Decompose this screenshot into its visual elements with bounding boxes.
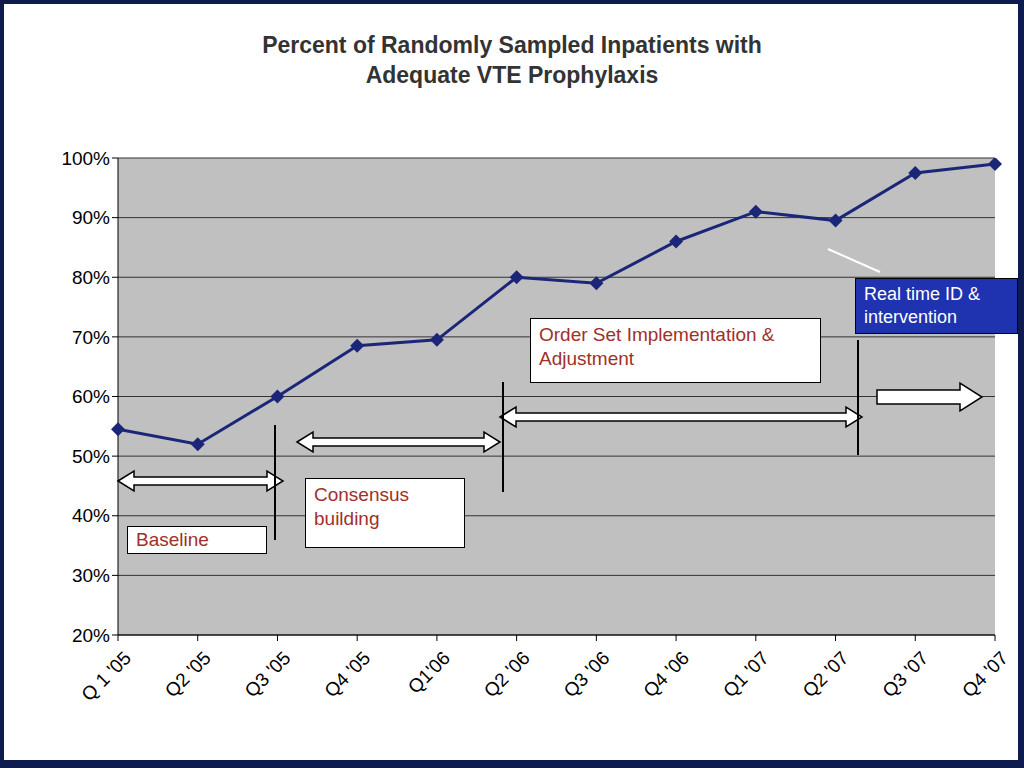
svg-text:40%: 40% [72, 505, 110, 526]
svg-text:50%: 50% [72, 446, 110, 467]
svg-text:Q1'06: Q1'06 [404, 647, 454, 697]
svg-text:80%: 80% [72, 267, 110, 288]
svg-text:90%: 90% [72, 207, 110, 228]
svg-text:Q4 '07: Q4 '07 [958, 647, 1012, 701]
svg-text:Q 1 '05: Q 1 '05 [77, 647, 135, 705]
html-text:Consensus building: Consensus building [314, 484, 410, 529]
html-text:Order Set Implementation & Adj: Order Set Implementation & Adjustment [539, 324, 775, 369]
svg-text:Q2 '05: Q2 '05 [161, 647, 215, 701]
svg-text:Q1 '07: Q1 '07 [719, 647, 773, 701]
svg-text:60%: 60% [72, 386, 110, 407]
svg-text:100%: 100% [61, 148, 110, 169]
svg-text:Q2 '07: Q2 '07 [799, 647, 853, 701]
svg-text:Q4 '05: Q4 '05 [320, 647, 374, 701]
svg-text:Q3 '06: Q3 '06 [559, 647, 613, 701]
html-text:Real time ID & intervention: Real time ID & intervention [864, 284, 980, 327]
svg-text:Q2 '06: Q2 '06 [480, 647, 534, 701]
svg-text:Q4 '06: Q4 '06 [639, 647, 693, 701]
svg-text:20%: 20% [72, 625, 110, 646]
svg-text:Q3 '07: Q3 '07 [878, 647, 932, 701]
svg-text:70%: 70% [72, 327, 110, 348]
html-text:Percent of Randomly Sampled In: Percent of Randomly Sampled Inpatients w… [262, 32, 762, 88]
html-text:Baseline: Baseline [136, 529, 209, 550]
svg-text:Q3 '05: Q3 '05 [241, 647, 295, 701]
svg-text:30%: 30% [72, 565, 110, 586]
